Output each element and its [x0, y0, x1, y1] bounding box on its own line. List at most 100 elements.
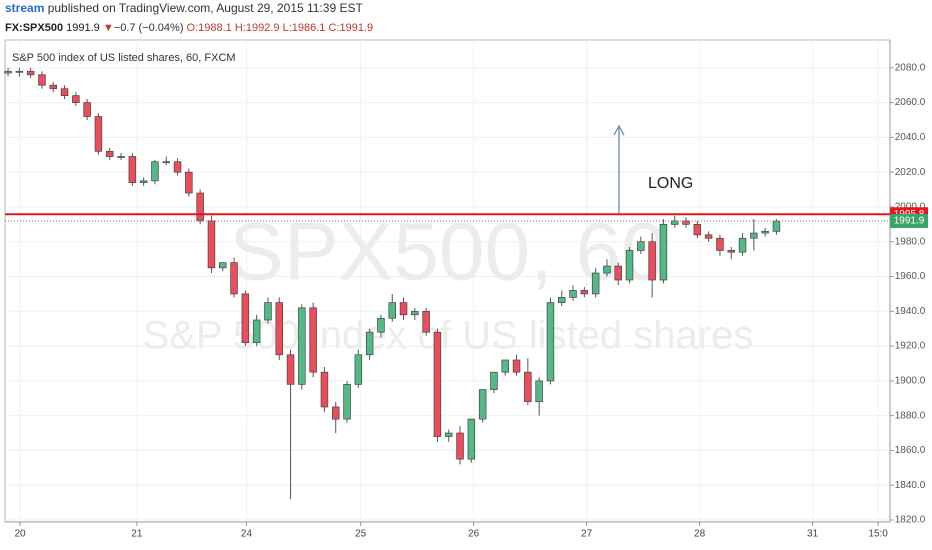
last: 1991.9 [66, 22, 100, 34]
y-tick-label: 1820.0 [895, 515, 926, 526]
candle-body [512, 359, 521, 373]
candle-body [298, 307, 306, 385]
candle-body [151, 161, 159, 182]
ohlc-low: L:1986.1 [283, 22, 326, 34]
x-tick-label: 26 [468, 529, 480, 540]
author: stream [5, 1, 44, 15]
y-tick-label: 1900.0 [895, 376, 926, 387]
candle-body [761, 230, 769, 234]
candle-body [83, 102, 91, 117]
candle-body [490, 371, 498, 390]
plot-frame [4, 39, 891, 523]
candle-body [252, 319, 261, 343]
candle-body [456, 432, 464, 460]
y-tick-label: 2020.0 [895, 167, 926, 178]
candle-body [117, 156, 125, 158]
watermark-subtitle: S&P 500 index of US listed shares [143, 314, 754, 358]
candle-body [60, 88, 69, 97]
x-tick-label: 15:0 [868, 529, 888, 540]
candle-body [15, 70, 24, 73]
candle-body [196, 192, 204, 222]
candle-body [309, 307, 317, 373]
candle-body [524, 371, 532, 403]
candle-body [162, 161, 170, 164]
candle-body [286, 354, 295, 385]
candle-body [535, 380, 543, 403]
grid [5, 40, 890, 522]
symbol: FX:SPX500 [5, 22, 63, 34]
y-tick-label: 1880.0 [895, 410, 926, 421]
y-tick-label: 2000.0 [895, 202, 926, 213]
candle-body [173, 161, 182, 173]
annotation: LONG [648, 175, 693, 192]
last-price-label: 1991.9 [894, 216, 925, 227]
candle-body [128, 156, 137, 183]
candle-body [320, 371, 329, 408]
last-price-box [890, 214, 928, 229]
x-tick-label: 28 [694, 529, 706, 540]
y-tick-label: 1940.0 [895, 306, 926, 317]
y-tick-label: 1920.0 [895, 341, 926, 352]
x-tick-label: 25 [355, 529, 367, 540]
candle-body [388, 302, 396, 319]
ohlc-close: C:1991.9 [328, 22, 373, 34]
ohlc-open: O:1988.1 [187, 22, 232, 34]
candle-body [603, 265, 611, 274]
candle-body [26, 70, 35, 76]
header: stream published on TradingView.com, Aug… [5, 1, 363, 15]
candle-body [411, 310, 419, 316]
candle-body [648, 241, 656, 281]
change: −0.7 (−0.04%) [114, 22, 184, 34]
candle-body [772, 220, 781, 232]
published: published on TradingView.com, August 29,… [48, 1, 364, 15]
y-tick-label: 2080.0 [895, 62, 926, 73]
candle-body [275, 302, 283, 356]
candle-body [332, 406, 340, 420]
candle-body [207, 220, 216, 269]
symbol-line: FX:SPX500 1991.9 ▼−0.7 (−0.04%) O:1988.1… [5, 22, 373, 34]
candle-body [501, 359, 509, 373]
candle-body [569, 290, 577, 298]
candle-body [38, 74, 46, 86]
change-arrow: ▼ [103, 22, 114, 34]
candle-body [354, 354, 363, 385]
candle-body [72, 95, 80, 103]
ohlc-high: H:1992.9 [235, 22, 280, 34]
candle-body [219, 262, 227, 269]
candle-body [4, 70, 12, 74]
y-tick-label: 2040.0 [895, 132, 926, 143]
candle-body [614, 265, 622, 281]
candle-body [139, 180, 148, 183]
candle-body [637, 241, 645, 251]
candle-body [580, 290, 589, 295]
candle-body [625, 250, 634, 281]
arrow-head [613, 124, 625, 136]
candle-body [659, 223, 668, 281]
candle-body [693, 223, 702, 236]
candle-body [185, 171, 193, 194]
candle-body [546, 302, 555, 382]
y-tick-label: 1860.0 [895, 445, 926, 456]
candle-body [467, 418, 476, 460]
x-tick-label: 31 [807, 529, 819, 540]
candle-body [591, 272, 600, 295]
candle-body [738, 237, 747, 253]
candle-body [558, 297, 566, 303]
candle-body [750, 232, 758, 239]
candle-body [106, 150, 114, 157]
candle-body [478, 389, 487, 420]
x-tick-label: 24 [241, 529, 253, 540]
candle-body [399, 302, 408, 316]
candle-body [377, 317, 385, 333]
candle-body [704, 234, 713, 239]
candle-body [716, 237, 724, 251]
candle-body [727, 250, 735, 253]
x-tick-label: 27 [581, 529, 593, 540]
x-tick-label: 21 [131, 529, 143, 540]
candles [4, 67, 781, 500]
candle-body [264, 302, 272, 321]
y-tick-label: 1840.0 [895, 480, 926, 491]
candle-body [94, 116, 103, 152]
